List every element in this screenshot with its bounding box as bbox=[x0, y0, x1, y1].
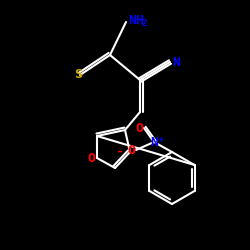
Text: 2: 2 bbox=[142, 18, 148, 28]
Text: O: O bbox=[127, 144, 135, 156]
Text: O: O bbox=[87, 152, 95, 164]
Text: N: N bbox=[150, 136, 158, 148]
Text: NH: NH bbox=[128, 14, 144, 26]
Text: N: N bbox=[172, 56, 180, 68]
Text: S: S bbox=[74, 68, 82, 82]
Text: +: + bbox=[159, 136, 164, 144]
Text: -: - bbox=[116, 144, 124, 158]
Text: O: O bbox=[135, 122, 143, 134]
